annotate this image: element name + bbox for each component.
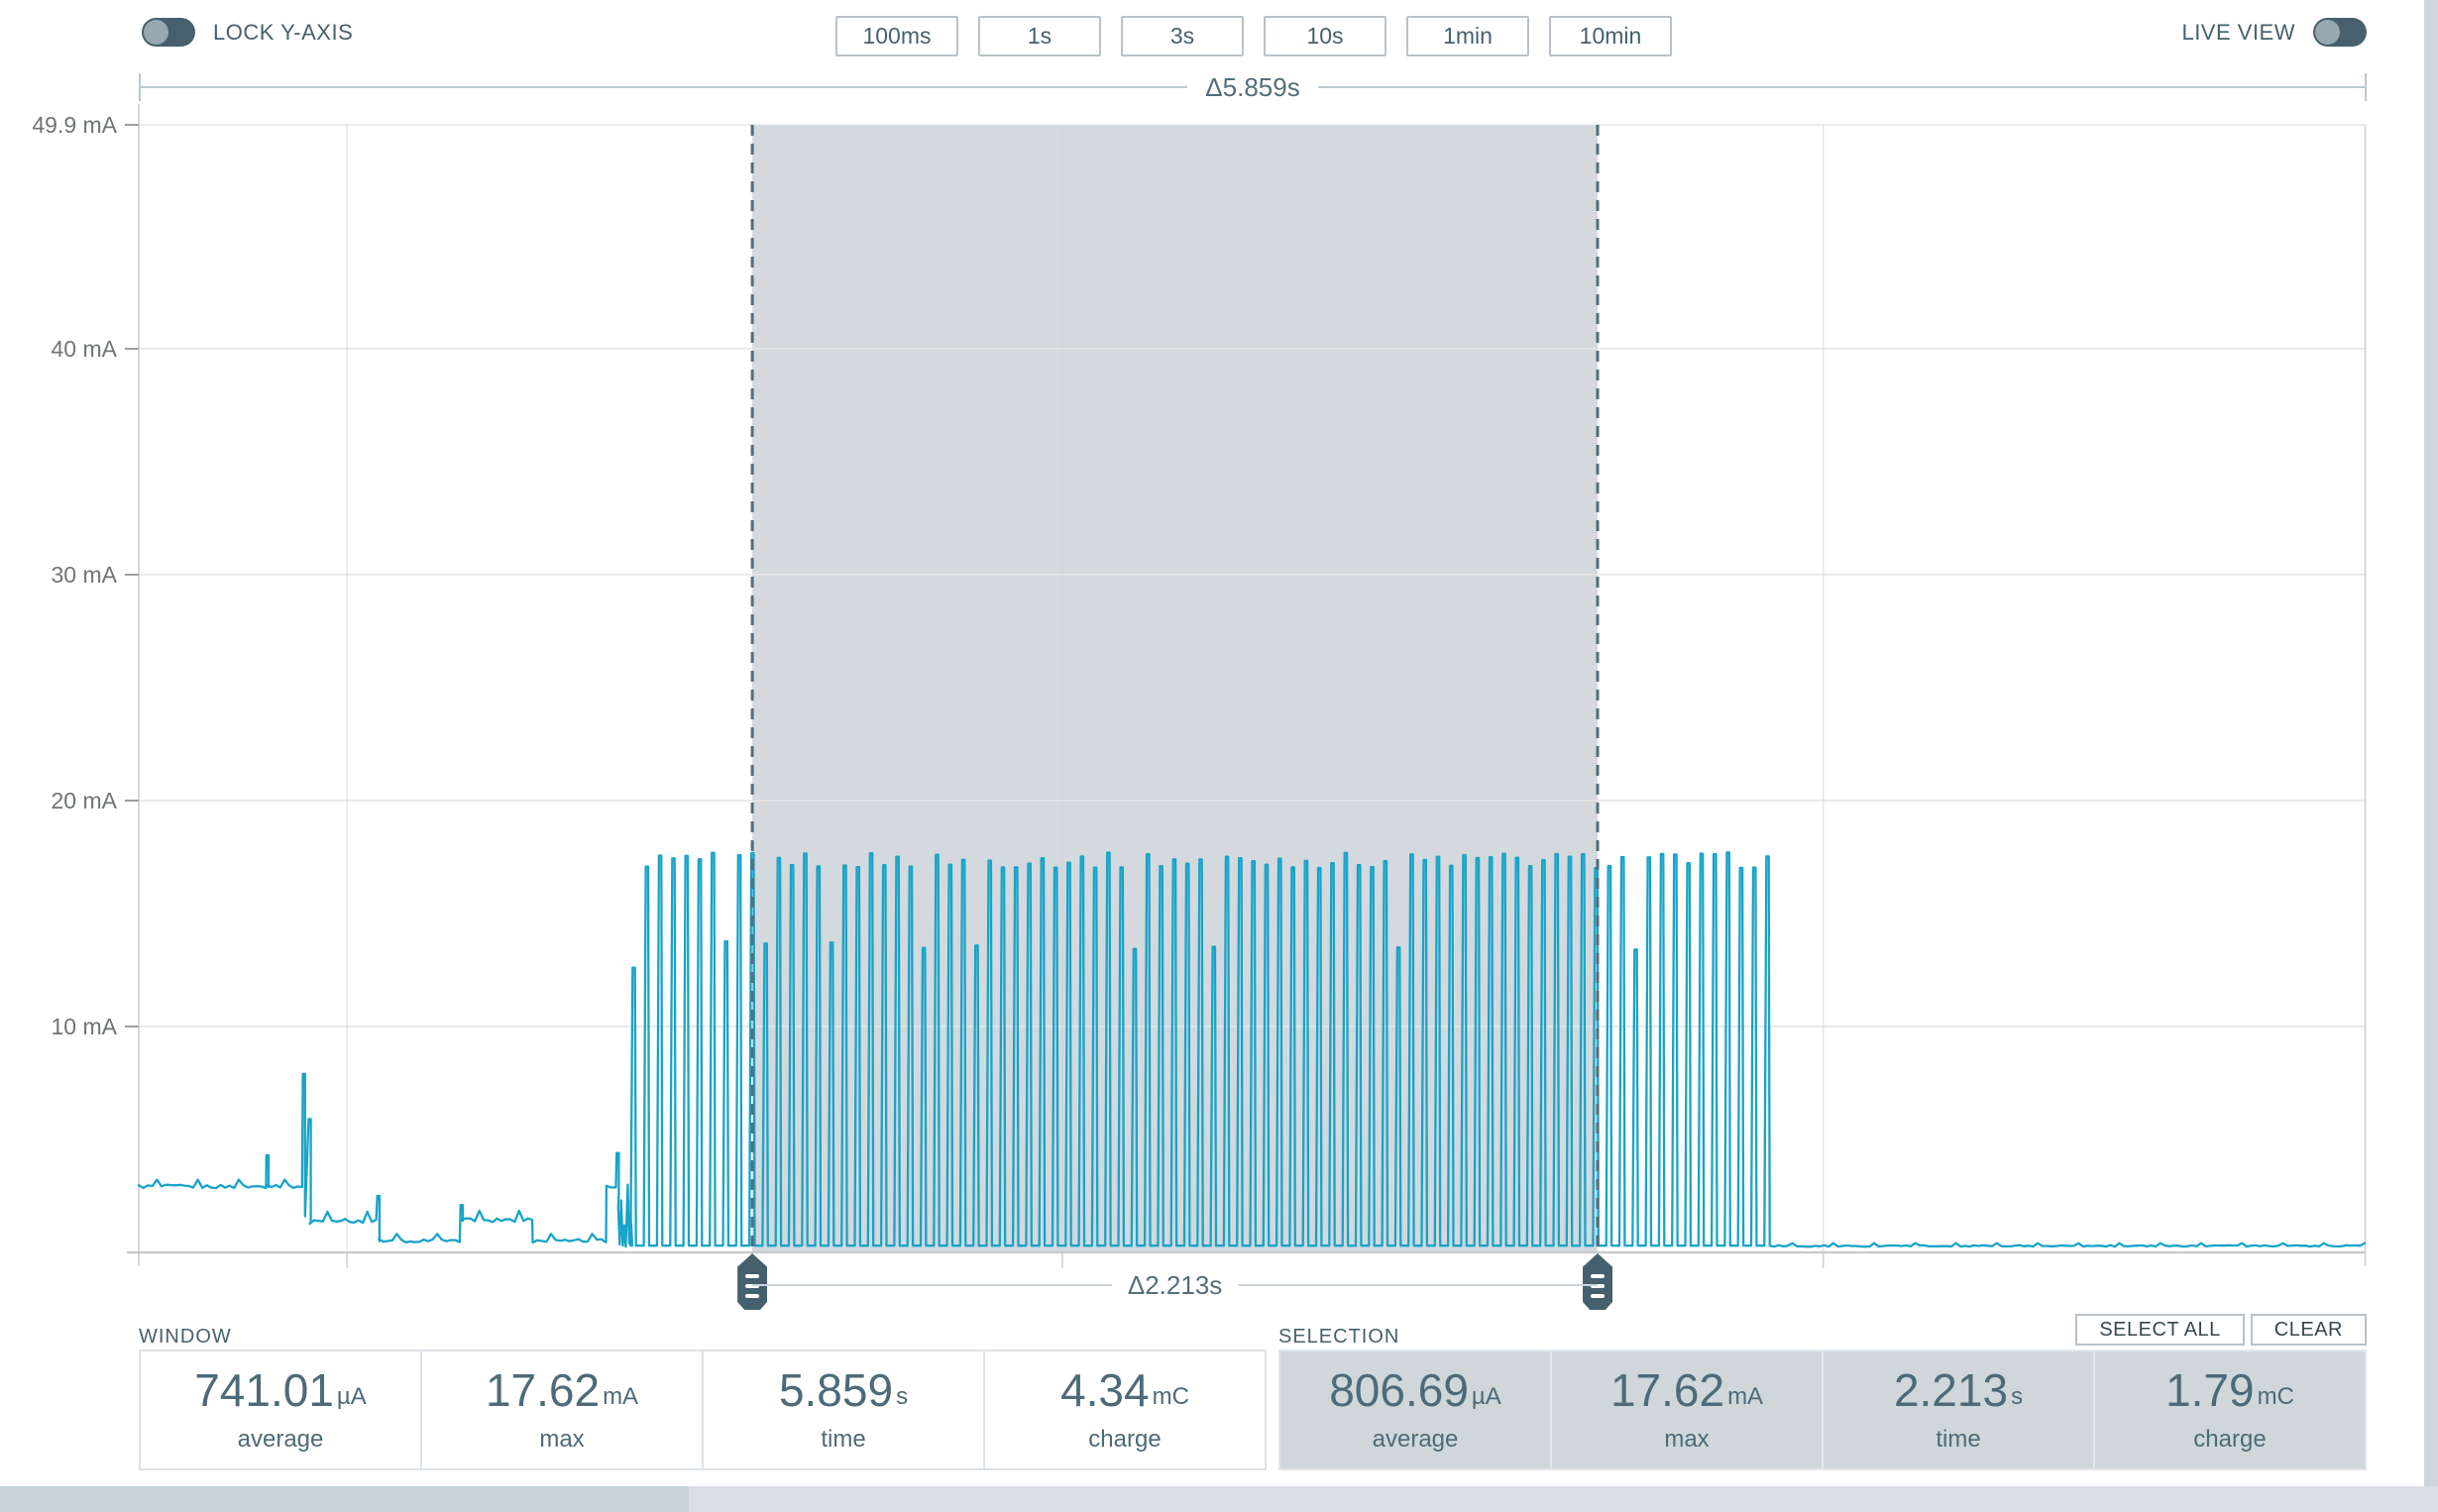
range-button-100ms[interactable]: 100ms	[835, 16, 958, 56]
selection-actions: SELECT ALL CLEAR	[2075, 1314, 2367, 1346]
stat-selection-time: 2.213 s time	[1824, 1351, 2095, 1468]
y-axis-tick	[125, 573, 139, 576]
y-axis-label-30: 30 mA	[51, 562, 117, 588]
current-trace-plot[interactable]	[125, 104, 2367, 1268]
selection-delta-label: Δ2.213s	[1127, 1269, 1223, 1300]
stat-selection-charge: 1.79 mC charge	[2165, 1363, 2294, 1453]
lock-y-axis-label: LOCK Y-AXIS	[213, 19, 354, 45]
range-button-1s[interactable]: 1s	[978, 16, 1101, 56]
selection-handle-right[interactable]	[1583, 1253, 1613, 1310]
live-view-toggle[interactable]: LIVE VIEW	[2181, 18, 2367, 47]
lock-y-axis-toggle[interactable]: LOCK Y-AXIS	[142, 18, 353, 47]
bracket-line	[139, 86, 1188, 88]
window-delta-label: Δ5.859s	[1205, 71, 1300, 102]
horizontal-scrollbar[interactable]	[0, 1486, 2438, 1512]
stat-window-charge: 4.34 mC charge	[1060, 1363, 1189, 1453]
stat-window-max: 17.62 mA max	[422, 1351, 704, 1468]
y-axis-tick	[125, 799, 139, 802]
stat-selection-max: 17.62 mA max	[1552, 1351, 1824, 1468]
selection-stats: SELECTION SELECT ALL CLEAR 806.69 µA aver…	[1278, 1314, 2367, 1470]
y-axis-label-40: 40 mA	[51, 336, 117, 362]
selection-stats-row: 806.69 µA average 17.62 mA max 2.213 s time…	[1278, 1350, 2367, 1470]
selection-delta-bracket: Δ2.213s	[752, 1269, 1599, 1300]
lock-y-axis-switch[interactable]	[142, 18, 195, 47]
bracket-line	[752, 1284, 1112, 1286]
range-button-1min[interactable]: 1min	[1406, 16, 1529, 56]
horizontal-scrollbar-thumb[interactable]	[0, 1486, 689, 1512]
y-axis-tick	[125, 1025, 139, 1027]
live-view-switch[interactable]	[2313, 18, 2367, 47]
stat-selection-average: 806.69 µA average	[1280, 1351, 1552, 1468]
window-stats-title: WINDOW	[139, 1326, 232, 1348]
window-delta-bracket: Δ5.859s	[139, 71, 2367, 102]
window-stats: WINDOW 741.01 µA average 17.62 mA max 5.85…	[139, 1326, 1267, 1470]
range-button-10s[interactable]: 10s	[1264, 16, 1386, 56]
select-all-button[interactable]: SELECT ALL	[2075, 1314, 2245, 1346]
live-view-label: LIVE VIEW	[2181, 19, 2295, 45]
y-axis-label-49-9: 49.9 mA	[32, 112, 117, 138]
selection-stats-title: SELECTION	[1278, 1326, 1400, 1348]
range-button-3s[interactable]: 3s	[1121, 16, 1244, 56]
y-axis-label-20: 20 mA	[51, 788, 117, 813]
toggle-knob	[2315, 20, 2340, 45]
toggle-knob	[144, 20, 168, 45]
bracket-line	[1317, 86, 2367, 88]
bracket-line	[1238, 1284, 1599, 1286]
y-axis-tick	[125, 124, 139, 126]
y-axis-label-10: 10 mA	[51, 1014, 117, 1039]
stat-window-time: 5.859 s time	[704, 1351, 985, 1468]
stat-window-average: 741.01 µA average	[141, 1351, 422, 1468]
window-stats-row: 741.01 µA average 17.62 mA max 5.859 s time…	[139, 1350, 1267, 1470]
clear-button[interactable]: CLEAR	[2250, 1314, 2367, 1346]
time-range-buttons: 100ms 1s 3s 10s 1min 10min	[835, 16, 1672, 56]
vertical-scrollbar[interactable]	[2424, 0, 2438, 1512]
range-button-10min[interactable]: 10min	[1549, 16, 1672, 56]
y-axis-tick	[125, 347, 139, 350]
